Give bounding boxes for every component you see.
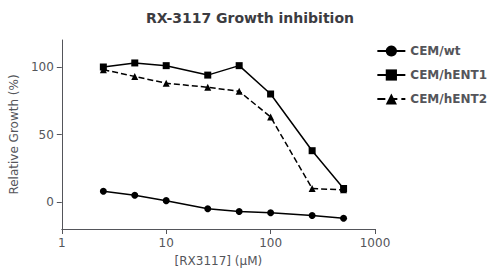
svg-text:CEM/hENT2: CEM/hENT2 bbox=[410, 92, 487, 106]
svg-text:1000: 1000 bbox=[360, 236, 391, 250]
svg-text:CEM/hENT1: CEM/hENT1 bbox=[410, 68, 487, 82]
svg-text:100: 100 bbox=[259, 236, 282, 250]
svg-text:0: 0 bbox=[46, 195, 54, 209]
svg-text:10: 10 bbox=[159, 236, 174, 250]
svg-text:[RX3117] (μM): [RX3117] (μM) bbox=[175, 254, 263, 268]
svg-text:Relative Growth (%): Relative Growth (%) bbox=[7, 74, 21, 194]
svg-text:100: 100 bbox=[31, 60, 54, 74]
svg-text:50: 50 bbox=[39, 128, 54, 142]
svg-text:CEM/wt: CEM/wt bbox=[410, 44, 460, 58]
svg-text:RX-3117 Growth inhibition: RX-3117 Growth inhibition bbox=[146, 10, 354, 26]
svg-text:1: 1 bbox=[58, 236, 66, 250]
